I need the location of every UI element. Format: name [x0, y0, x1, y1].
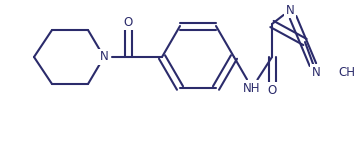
- Text: N: N: [286, 4, 295, 16]
- Text: CH₃: CH₃: [338, 66, 354, 78]
- Text: O: O: [267, 83, 276, 96]
- Text: N: N: [312, 66, 320, 78]
- Text: NH: NH: [243, 82, 261, 95]
- Text: O: O: [124, 16, 133, 29]
- Text: N: N: [99, 50, 108, 63]
